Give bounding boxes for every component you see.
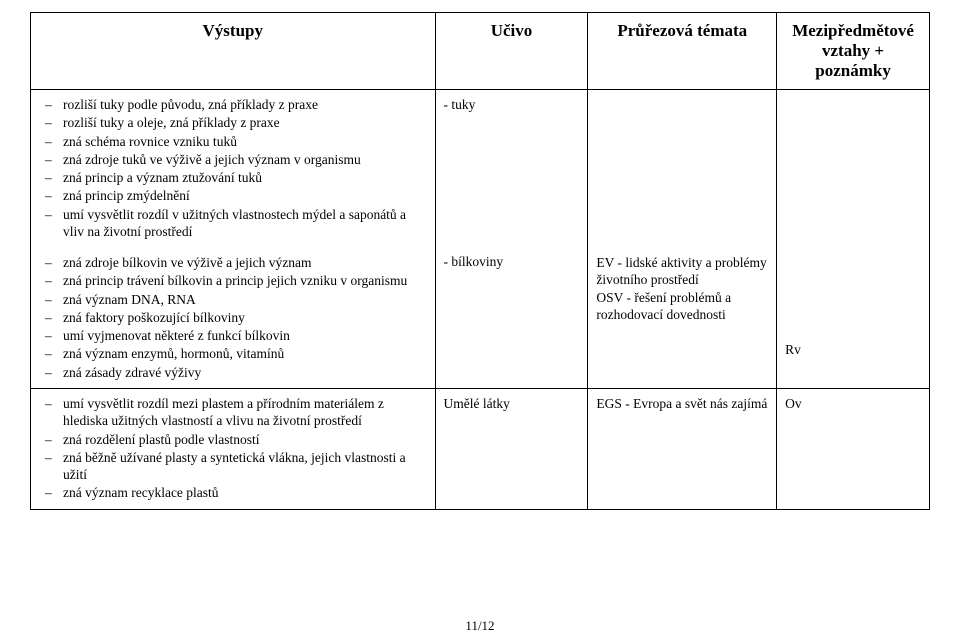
relations-text-1: Rv	[785, 341, 921, 358]
outputs-cell-2: umí vysvětlit rozdíl mezi plastem a přír…	[31, 388, 436, 509]
list-item: zná význam DNA, RNA	[51, 291, 427, 308]
list-item: zná význam recyklace plastů	[51, 484, 427, 501]
header-relations-line1: Mezipředmětové	[783, 21, 923, 41]
list-item: zná zdroje bílkovin ve výživě a jejich v…	[51, 254, 427, 271]
list-item: zná princip trávení bílkovin a princip j…	[51, 272, 427, 289]
list-item: umí vysvětlit rozdíl v užitných vlastnos…	[51, 206, 427, 241]
outputs-cell-1: rozliší tuky podle původu, zná příklady …	[31, 90, 436, 389]
subject-bilkoviny: - bílkoviny	[444, 253, 580, 270]
header-themes: Průřezová témata	[588, 13, 777, 90]
outputs-list-2: umí vysvětlit rozdíl mezi plastem a přír…	[39, 395, 427, 502]
list-item: zná rozdělení plastů podle vlastností	[51, 431, 427, 448]
themes-cell-1: EV - lidské aktivity a problémy životníh…	[588, 90, 777, 389]
table-row: rozliší tuky podle původu, zná příklady …	[31, 90, 930, 389]
list-item: zná schéma rovnice vzniku tuků	[51, 133, 427, 150]
list-item: umí vysvětlit rozdíl mezi plastem a přír…	[51, 395, 427, 430]
relations-cell-2: Ov	[777, 388, 930, 509]
header-subject: Učivo	[435, 13, 588, 90]
list-item: zná faktory poškozující bílkoviny	[51, 309, 427, 326]
list-item: umí vyjmenovat některé z funkcí bílkovin	[51, 327, 427, 344]
list-item: zná běžně užívané plasty a syntetická vl…	[51, 449, 427, 484]
outputs-list-1b: zná zdroje bílkovin ve výživě a jejich v…	[39, 254, 427, 381]
list-item: rozliší tuky podle původu, zná příklady …	[51, 96, 427, 113]
subject-tuky: - tuky	[444, 96, 580, 113]
curriculum-table: Výstupy Učivo Průřezová témata Mezipředm…	[30, 12, 930, 510]
relations-cell-1: Rv	[777, 90, 930, 389]
header-row: Výstupy Učivo Průřezová témata Mezipředm…	[31, 13, 930, 90]
header-relations: Mezipředmětové vztahy + poznámky	[777, 13, 930, 90]
themes-cell-2: EGS - Evropa a svět nás zajímá	[588, 388, 777, 509]
table-row: umí vysvětlit rozdíl mezi plastem a přír…	[31, 388, 930, 509]
subject-cell-2: Umělé látky	[435, 388, 588, 509]
list-item: zná princip zmýdelnění	[51, 187, 427, 204]
list-item: zná zdroje tuků ve výživě a jejich význa…	[51, 151, 427, 168]
themes-text-1: EV - lidské aktivity a problémy životníh…	[596, 254, 768, 323]
list-item: rozliší tuky a oleje, zná příklady z pra…	[51, 114, 427, 131]
outputs-list-1a: rozliší tuky podle původu, zná příklady …	[39, 96, 427, 240]
list-item: zná zásady zdravé výživy	[51, 364, 427, 381]
list-item: zná význam enzymů, hormonů, vitamínů	[51, 345, 427, 362]
header-relations-line2: vztahy + poznámky	[783, 41, 923, 81]
page-number: 11/12	[0, 618, 960, 634]
page: Výstupy Učivo Průřezová témata Mezipředm…	[0, 0, 960, 640]
header-outputs: Výstupy	[31, 13, 436, 90]
list-item: zná princip a význam ztužování tuků	[51, 169, 427, 186]
subject-cell-1: - tuky - bílkoviny	[435, 90, 588, 389]
